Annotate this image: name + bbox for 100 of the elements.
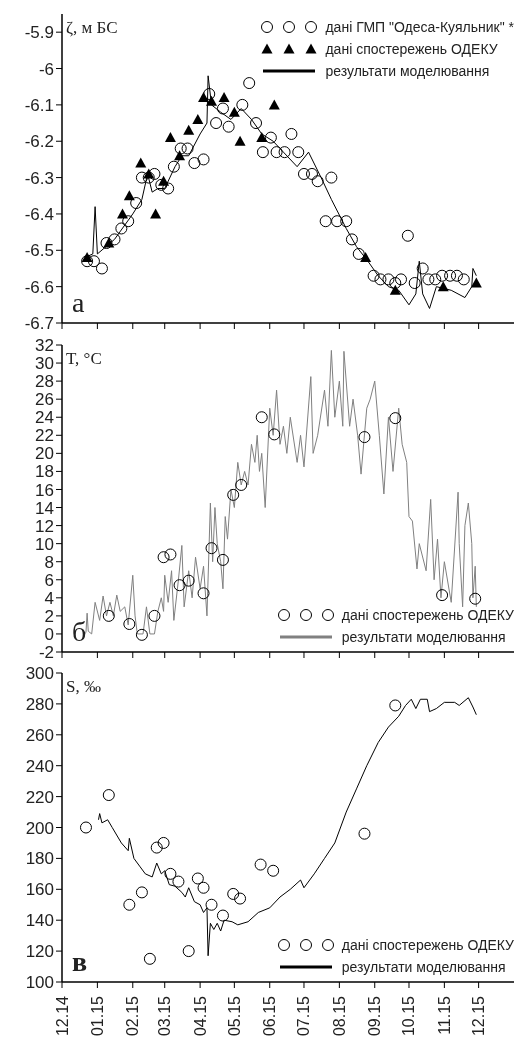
point	[197, 587, 210, 600]
point	[205, 898, 218, 911]
point	[227, 488, 240, 501]
point	[102, 609, 115, 622]
y-tick-label: 32	[35, 336, 54, 356]
point	[331, 215, 344, 228]
x-tick-label: 12.14	[53, 995, 71, 1037]
point	[311, 175, 324, 188]
point	[340, 215, 353, 228]
point	[210, 117, 223, 130]
point	[358, 431, 371, 444]
point	[150, 841, 163, 854]
x-tick-label: 10.15	[400, 995, 418, 1037]
point	[395, 273, 407, 286]
point	[429, 273, 442, 286]
point	[79, 821, 92, 834]
point	[216, 553, 229, 566]
y-tick-label: -6.1	[24, 95, 54, 115]
point	[228, 106, 240, 117]
legend-label: дані спостережень ОДЕКУ	[341, 937, 514, 953]
point	[205, 542, 218, 555]
point	[422, 273, 435, 286]
point	[155, 178, 168, 191]
point	[389, 699, 402, 712]
point	[135, 886, 148, 899]
point	[130, 197, 143, 210]
point	[367, 269, 380, 282]
point	[278, 146, 291, 159]
point	[122, 215, 135, 228]
x-tick-label: 07.15	[295, 995, 313, 1037]
y-tick-label: -6.4	[24, 204, 54, 224]
y-tick-label: -6.5	[24, 241, 54, 261]
point	[264, 131, 277, 144]
point	[235, 478, 248, 491]
point	[268, 99, 280, 110]
y-tick-label: 6	[44, 570, 54, 590]
legend-label: результати моделювання	[325, 63, 490, 79]
point	[158, 175, 170, 186]
point	[436, 269, 449, 282]
point	[102, 789, 115, 802]
y-tick-label: 180	[25, 849, 54, 869]
point	[183, 124, 195, 135]
point	[444, 269, 457, 282]
point	[360, 252, 372, 263]
y-tick-label: 14	[35, 498, 54, 518]
point	[374, 273, 387, 286]
y-tick-label: 2	[44, 606, 54, 626]
point	[256, 146, 269, 159]
y-tick-label: 18	[35, 462, 54, 482]
y-tick-label: -6.2	[24, 132, 54, 152]
point	[270, 146, 283, 159]
y-axis-title: S, ‰	[66, 677, 101, 697]
y-tick-label: 12	[35, 516, 54, 536]
point	[206, 95, 218, 106]
point	[150, 208, 162, 219]
y-tick-label: 26	[35, 390, 54, 410]
point	[142, 171, 155, 184]
point	[416, 262, 429, 275]
point	[227, 887, 240, 900]
point	[123, 898, 136, 911]
point	[389, 284, 401, 295]
point	[182, 574, 195, 587]
annotation: а	[72, 287, 85, 319]
point	[157, 836, 170, 849]
y-tick-label: -6.6	[24, 277, 54, 297]
point	[95, 262, 108, 275]
legend-label: дані спостережень ОДЕКУ	[341, 607, 514, 623]
point	[123, 190, 135, 201]
point	[389, 277, 402, 290]
y-tick-label: -6.7	[24, 314, 54, 334]
point	[345, 233, 358, 246]
y-tick-label: 120	[25, 942, 54, 962]
point	[436, 589, 449, 602]
point	[197, 881, 210, 894]
y-tick-label: 8	[44, 552, 54, 572]
y-tick-label: 30	[35, 354, 54, 374]
point	[172, 875, 185, 888]
x-tick-label: 09.15	[366, 995, 384, 1037]
point	[216, 909, 229, 922]
point	[143, 952, 156, 965]
point	[116, 208, 128, 219]
y-tick-label: 16	[35, 480, 54, 500]
point	[254, 858, 267, 871]
y-tick-label: 260	[25, 725, 54, 745]
point	[401, 229, 414, 242]
point	[234, 892, 247, 905]
y-axis-title: T, °C	[66, 349, 102, 369]
x-tick-label: 06.15	[261, 995, 279, 1037]
x-tick-label: 01.15	[88, 995, 106, 1037]
y-tick-label: 0	[44, 624, 54, 644]
point	[143, 168, 155, 179]
y-tick-label: 28	[35, 372, 54, 392]
point	[222, 120, 235, 133]
point	[267, 864, 280, 877]
point	[81, 255, 94, 268]
point	[255, 411, 268, 424]
legend-label: результати моделювання	[341, 959, 506, 975]
y-tick-label: 200	[25, 818, 54, 838]
y-tick-label: -6	[38, 59, 54, 79]
point	[285, 127, 298, 140]
